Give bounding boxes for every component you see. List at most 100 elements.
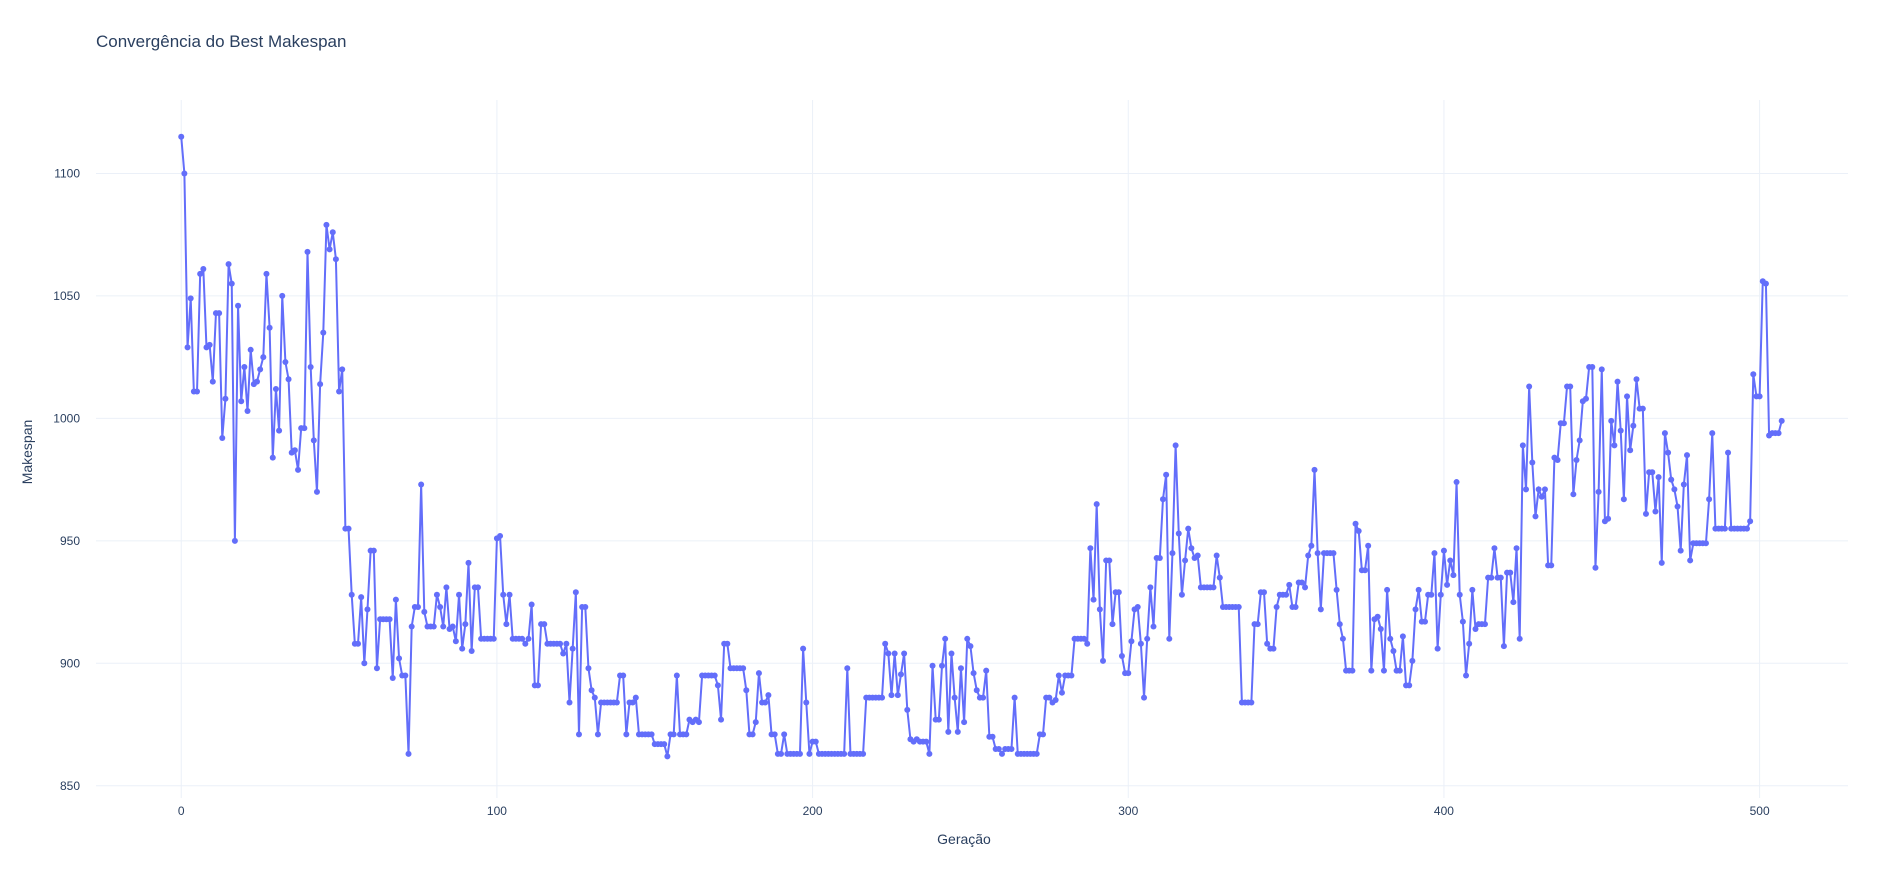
- data-point: [389, 674, 396, 681]
- data-point: [1213, 552, 1220, 559]
- data-point: [1163, 471, 1170, 478]
- data-point: [285, 376, 292, 383]
- data-point: [1538, 493, 1545, 500]
- data-point: [301, 425, 308, 432]
- data-point: [392, 596, 399, 603]
- data-point: [1459, 618, 1466, 625]
- data-point: [1497, 574, 1504, 581]
- data-point: [1428, 591, 1435, 598]
- data-point: [1570, 491, 1577, 498]
- data-point: [1481, 621, 1488, 628]
- data-point: [961, 719, 968, 726]
- data-point: [209, 378, 216, 385]
- data-point: [443, 584, 450, 591]
- data-point: [1775, 430, 1782, 437]
- data-point: [418, 481, 425, 488]
- data-point: [1087, 545, 1094, 552]
- data-point: [1333, 586, 1340, 593]
- data-point: [582, 603, 589, 610]
- y-tick-label: 1100: [54, 166, 80, 180]
- data-point: [430, 623, 437, 630]
- data-point: [1507, 569, 1514, 576]
- data-point: [253, 378, 260, 385]
- data-point: [1671, 486, 1678, 493]
- data-point: [613, 699, 620, 706]
- data-point: [1447, 557, 1454, 564]
- data-point: [620, 672, 627, 679]
- data-point: [1674, 503, 1681, 510]
- data-point: [942, 635, 949, 642]
- data-point: [1620, 496, 1627, 503]
- data-point: [1554, 457, 1561, 464]
- data-point: [569, 645, 576, 652]
- data-point: [572, 589, 579, 596]
- data-point: [897, 671, 904, 678]
- data-point: [1472, 626, 1479, 633]
- data-point: [1128, 638, 1135, 645]
- data-point: [1399, 633, 1406, 640]
- data-point: [1068, 672, 1075, 679]
- data-point: [762, 699, 769, 706]
- data-point: [1750, 371, 1757, 378]
- data-point: [235, 302, 242, 309]
- data-point: [1582, 395, 1589, 402]
- data-point: [1100, 657, 1107, 664]
- data-point: [1273, 603, 1280, 610]
- data-point: [310, 437, 317, 444]
- data-point: [1374, 613, 1381, 620]
- data-point: [1261, 589, 1267, 596]
- data-point: [806, 750, 813, 757]
- data-point: [989, 733, 996, 740]
- data-point: [664, 753, 671, 760]
- y-axis-title: Makespan: [19, 420, 35, 485]
- data-point: [1235, 603, 1242, 610]
- data-point: [929, 662, 936, 669]
- data-point: [1541, 486, 1548, 493]
- data-point: [1608, 417, 1615, 424]
- data-point: [317, 381, 324, 388]
- data-point: [563, 640, 570, 647]
- data-point: [525, 635, 532, 642]
- data-point: [1605, 515, 1612, 522]
- data-point: [260, 354, 267, 361]
- data-point: [1254, 621, 1261, 628]
- data-point: [1627, 447, 1634, 454]
- data-point: [724, 640, 731, 647]
- data-point: [307, 363, 314, 370]
- data-point: [1466, 640, 1473, 647]
- data-point: [500, 591, 507, 598]
- data-point: [1144, 635, 1151, 642]
- y-tick-label: 850: [60, 779, 80, 793]
- data-point: [1125, 670, 1132, 677]
- data-point: [1081, 635, 1088, 642]
- data-point: [1614, 378, 1621, 385]
- data-point: [711, 672, 718, 679]
- data-point: [594, 731, 601, 738]
- data-point: [1008, 746, 1015, 753]
- data-point: [1377, 626, 1384, 633]
- data-point: [421, 608, 428, 615]
- data-point: [181, 170, 188, 177]
- data-point: [178, 133, 185, 140]
- data-point: [497, 532, 504, 539]
- data-point: [219, 434, 226, 441]
- data-point: [1286, 581, 1293, 588]
- data-point: [951, 694, 958, 701]
- data-point: [1630, 422, 1637, 429]
- data-point: [591, 694, 598, 701]
- data-point: [449, 623, 456, 630]
- data-point: [1469, 586, 1476, 593]
- data-point: [329, 229, 336, 236]
- data-point: [1352, 520, 1359, 527]
- data-point: [1661, 430, 1668, 437]
- data-point: [1365, 542, 1372, 549]
- data-point: [534, 682, 541, 689]
- data-point: [670, 731, 677, 738]
- data-point: [465, 559, 472, 566]
- data-point: [1046, 694, 1053, 701]
- data-point: [241, 363, 248, 370]
- data-point: [1115, 589, 1122, 596]
- data-point: [528, 601, 535, 608]
- data-point: [1052, 697, 1059, 704]
- data-point: [1668, 476, 1675, 483]
